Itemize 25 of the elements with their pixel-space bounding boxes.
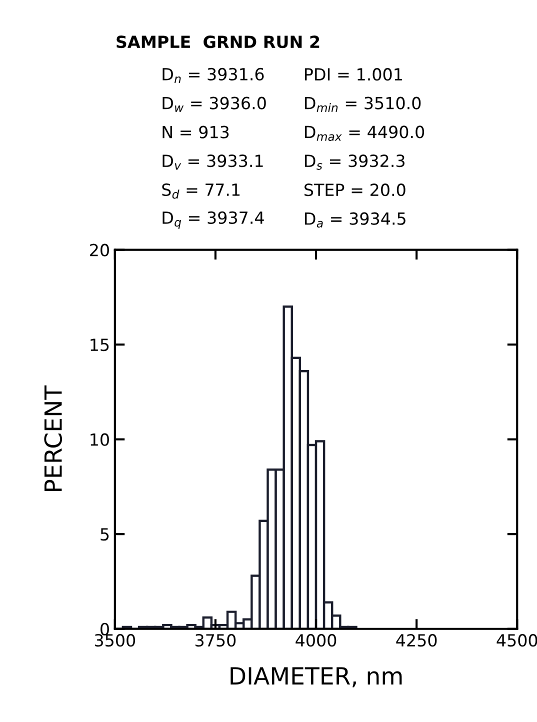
text: D$_{v}$ = 3933.1: [162, 154, 263, 170]
x-tick-label: 3750: [196, 634, 236, 647]
y-tick-label: 15: [90, 338, 109, 352]
y-tick-label: 10: [90, 433, 109, 446]
text: STEP = 20.0: [304, 184, 406, 196]
y-tick-label: 0: [100, 622, 109, 636]
text: D$_{min}$ = 3510.0: [305, 96, 421, 112]
text: D$_{w}$ = 3936.0: [162, 96, 266, 112]
x-tick-label: 4500: [496, 634, 537, 647]
x-axis-title: DIAMETER, nm: [230, 667, 402, 688]
y-tick-label: 20: [90, 244, 109, 256]
text: D$_{a}$ = 3934.5: [305, 212, 406, 228]
text: D$_{q}$ = 3937.4: [162, 211, 264, 229]
text: D$_{max}$ = 4490.0: [305, 126, 424, 141]
x-tick-label: 4000: [296, 634, 336, 647]
y-axis-title: PERCENT: [44, 385, 62, 491]
chart-title: SAMPLE GRND RUN 2: [116, 36, 320, 48]
y-tick-label: 5: [100, 528, 109, 541]
x-tick-label: 3500: [94, 634, 136, 647]
text: D$_{s}$ = 3932.3: [305, 154, 404, 170]
text: N = 913: [162, 126, 229, 138]
text: S$_{d}$ = 77.1: [162, 183, 240, 199]
text: D$_{n}$ = 3931.6: [162, 68, 264, 84]
text: PDI = 1.001: [305, 68, 402, 81]
x-tick-label: 4250: [396, 634, 437, 647]
